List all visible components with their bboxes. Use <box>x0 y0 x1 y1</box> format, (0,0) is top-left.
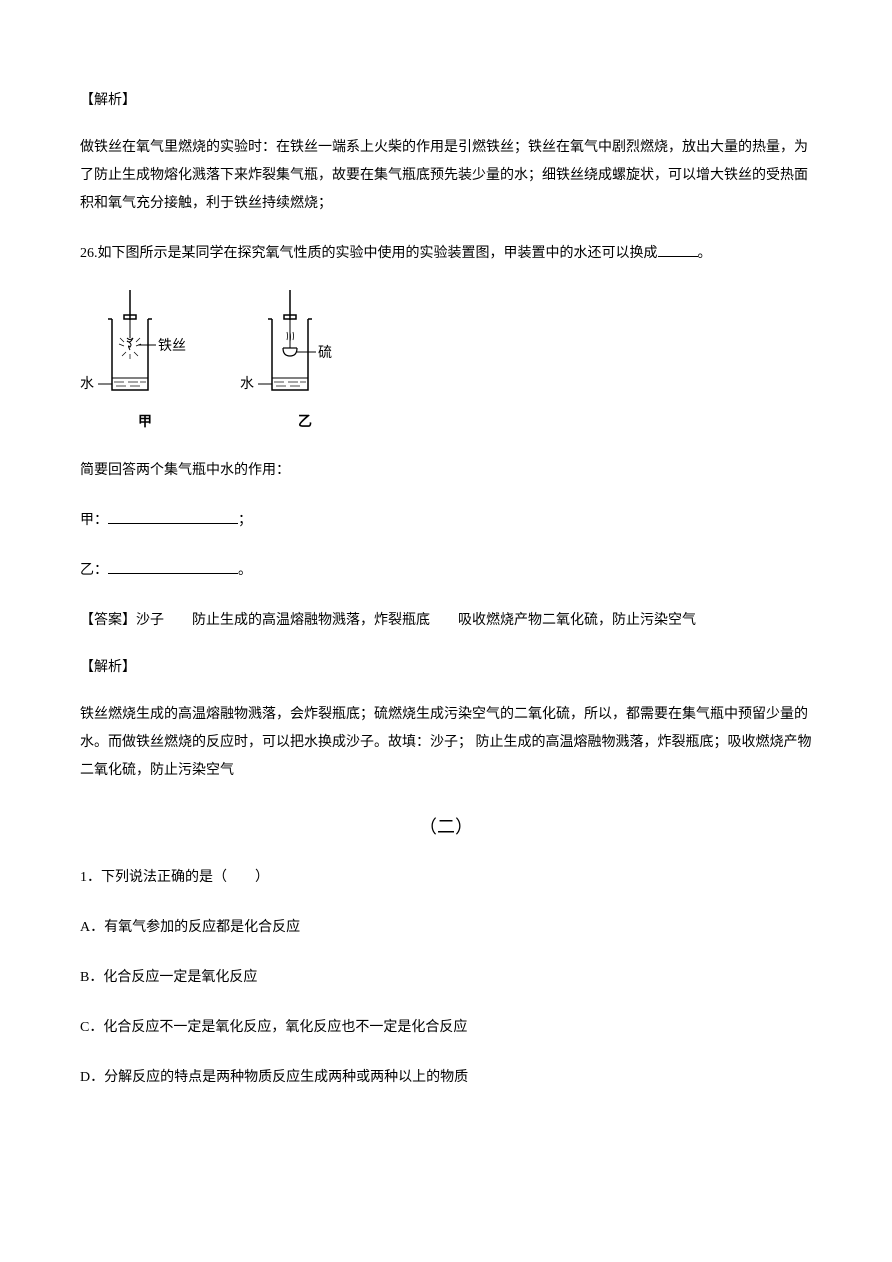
yi-water-label: 水 <box>240 376 254 392</box>
jia-end: ； <box>238 513 252 528</box>
jia-label: 甲： <box>80 513 108 528</box>
yi-material-label: 硫 <box>318 345 332 361</box>
q1-option-c: C．化合反应不一定是氧化反应，氧化反应也不一定是化合反应 <box>80 1014 812 1042</box>
q26-blank <box>658 243 698 257</box>
q26-prompt: 简要回答两个集气瓶中水的作用： <box>80 457 812 485</box>
section-two-title: （二） <box>80 813 812 842</box>
jia-water-label: 水 <box>80 376 94 392</box>
q26-jia-answer-line: 甲： ； <box>80 507 812 535</box>
analysis2-text: 铁丝燃烧生成的高温熔融物溅落，会炸裂瓶底；硫燃烧生成污染空气的二氧化硫，所以，都… <box>80 701 812 785</box>
answer-part3: 吸收燃烧产物二氧化硫，防止污染空气 <box>458 613 696 628</box>
q26-yi-answer-line: 乙： 。 <box>80 557 812 585</box>
jia-blank <box>108 510 238 524</box>
q1-option-d: D．分解反应的特点是两种物质反应生成两种或两种以上的物质 <box>80 1064 812 1092</box>
answer-label: 【答案】 <box>80 613 136 628</box>
q26-text-end: 。 <box>698 246 712 261</box>
answer-part2: 防止生成的高温熔融物溅落，炸裂瓶底 <box>192 613 430 628</box>
yi-caption: 乙 <box>298 412 312 434</box>
analysis-label: 【解析】 <box>80 90 812 112</box>
yi-blank <box>108 560 238 574</box>
diagram-container: 水 铁丝 甲 水 硫 乙 <box>80 290 812 434</box>
yi-label: 乙： <box>80 563 108 578</box>
analysis2-label: 【解析】 <box>80 657 812 679</box>
apparatus-jia-svg: 水 铁丝 <box>80 290 210 410</box>
jia-material-label: 铁丝 <box>158 338 186 354</box>
q26-stem: 26.如下图所示是某同学在探究氧气性质的实验中使用的实验装置图，甲装置中的水还可… <box>80 240 812 268</box>
apparatus-yi-svg: 水 硫 <box>240 290 370 410</box>
apparatus-jia: 水 铁丝 甲 <box>80 290 210 434</box>
answer-line: 【答案】沙子 防止生成的高温熔融物溅落，炸裂瓶底 吸收燃烧产物二氧化硫，防止污染空气 <box>80 607 812 635</box>
yi-end: 。 <box>238 563 252 578</box>
analysis-text: 做铁丝在氧气里燃烧的实验时：在铁丝一端系上火柴的作用是引燃铁丝；铁丝在氧气中剧烈… <box>80 134 812 218</box>
apparatus-yi: 水 硫 乙 <box>240 290 370 434</box>
q1-option-b: B．化合反应一定是氧化反应 <box>80 964 812 992</box>
answer-part1: 沙子 <box>136 613 164 628</box>
q1-option-a: A．有氧气参加的反应都是化合反应 <box>80 914 812 942</box>
q26-text: 26.如下图所示是某同学在探究氧气性质的实验中使用的实验装置图，甲装置中的水还可… <box>80 246 658 261</box>
jia-caption: 甲 <box>138 412 152 434</box>
q1-stem: 1．下列说法正确的是（ ） <box>80 864 812 892</box>
